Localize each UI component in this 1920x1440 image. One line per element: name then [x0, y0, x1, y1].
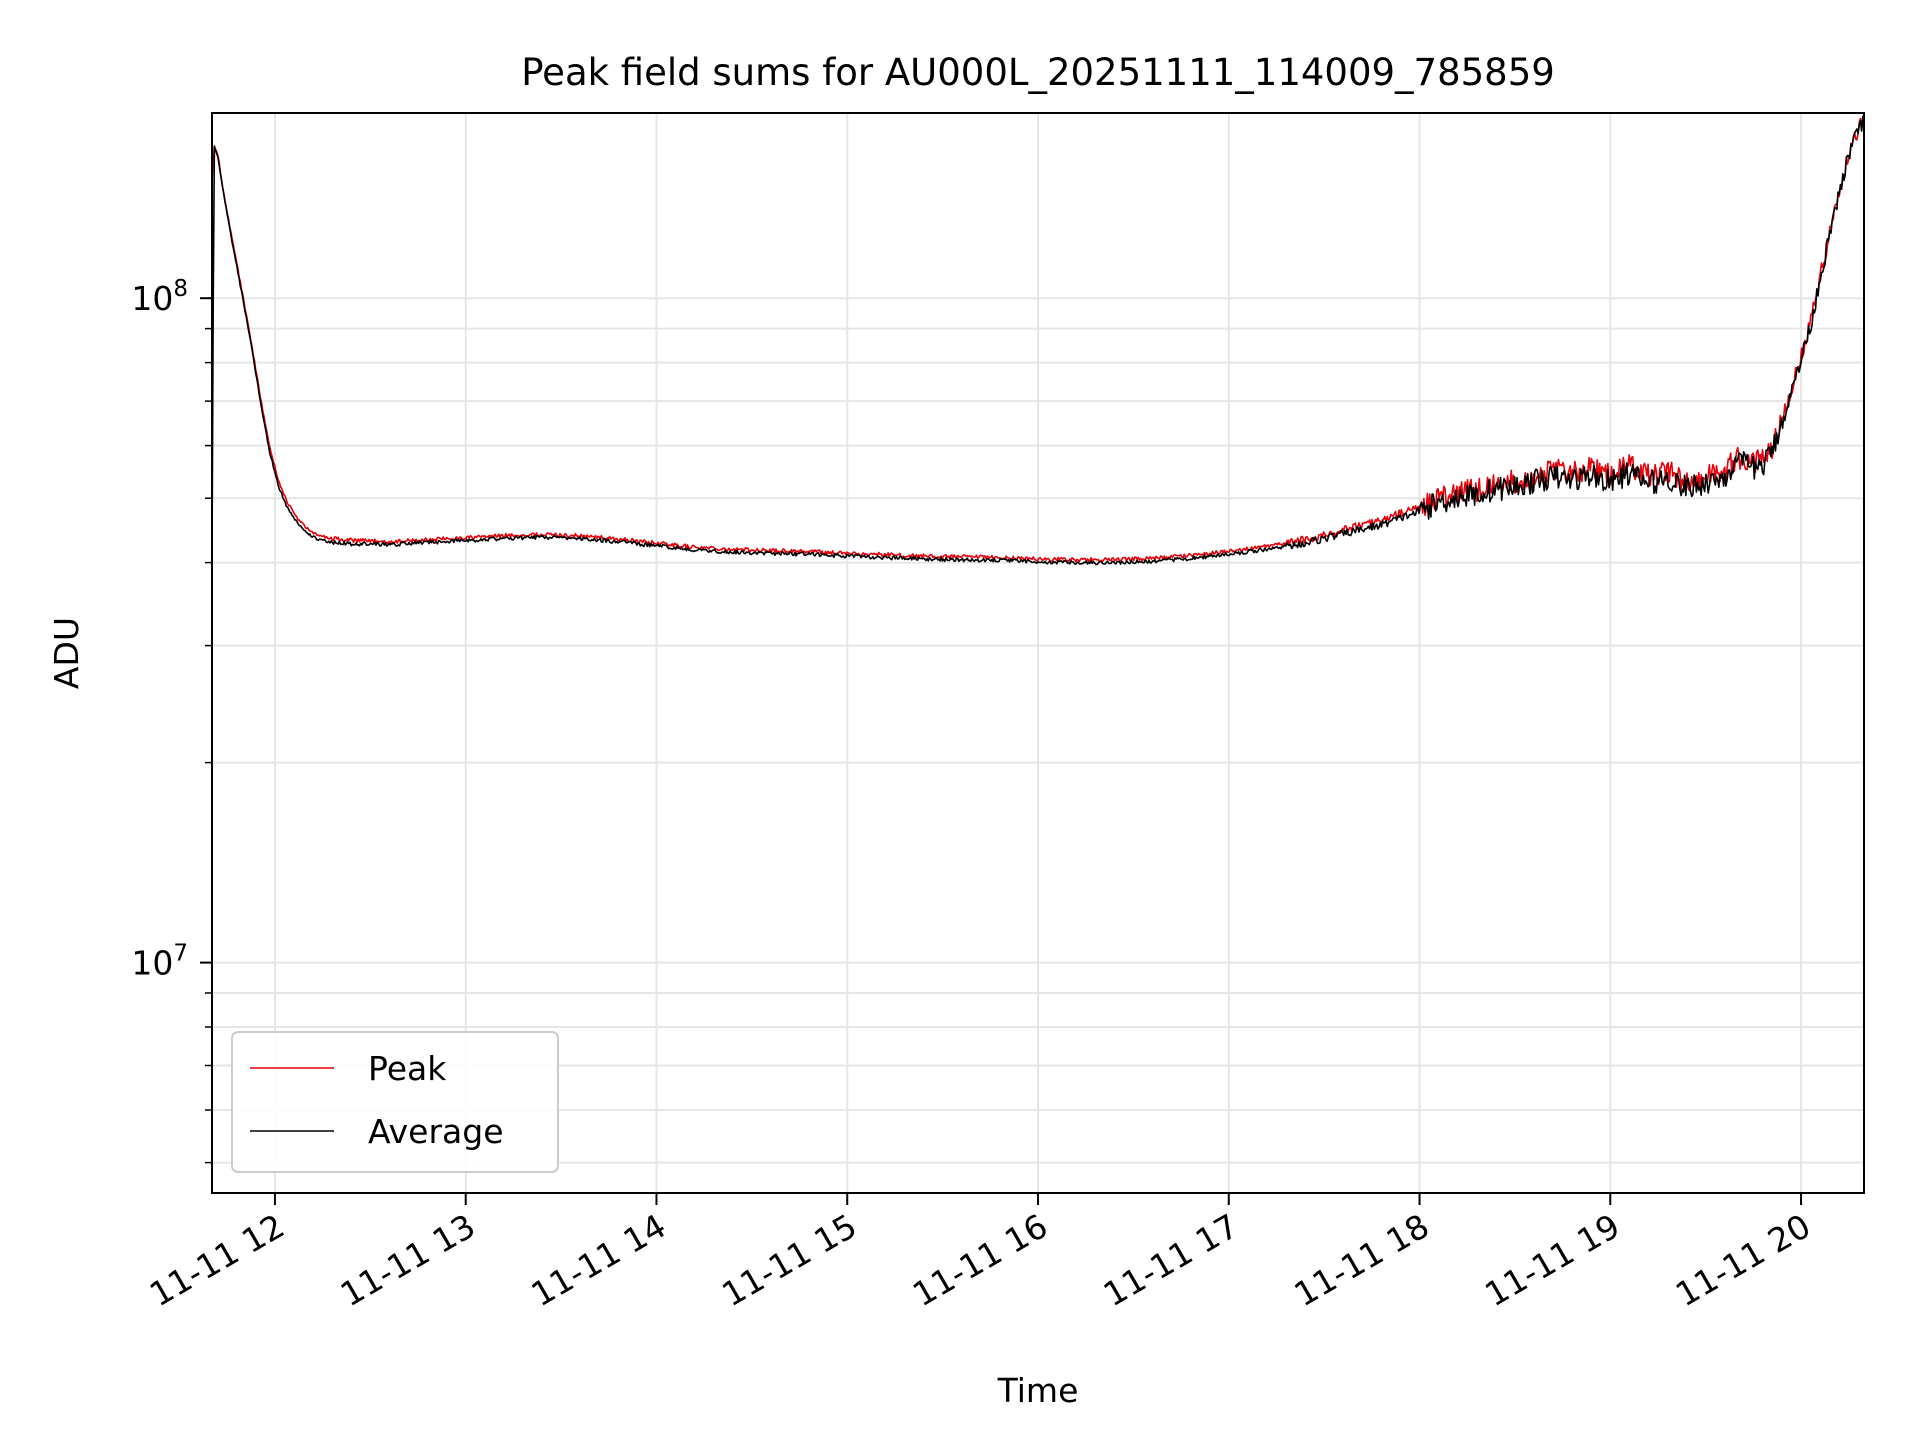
- series-layer: [211, 112, 1865, 566]
- legend: Peak Average: [231, 1031, 559, 1173]
- y-tick-label: 107: [131, 941, 188, 983]
- y-tick-label-exponent: 8: [173, 276, 188, 302]
- legend-label-average: Average: [368, 1112, 504, 1151]
- y-tick-label-base: 10: [131, 944, 173, 983]
- y-tick-label: 108: [131, 276, 188, 318]
- series-line-peak: [211, 112, 1865, 563]
- y-axis-label: ADU: [47, 617, 86, 689]
- x-axis-label: Time: [997, 1371, 1079, 1410]
- legend-box: [231, 1031, 559, 1173]
- y-tick-label-exponent: 7: [173, 941, 188, 967]
- chart-title: Peak field sums for AU000L_20251111_1140…: [521, 51, 1555, 94]
- y-tick-label-base: 10: [131, 279, 173, 318]
- series-line-average: [211, 115, 1865, 566]
- legend-label-peak: Peak: [368, 1049, 447, 1088]
